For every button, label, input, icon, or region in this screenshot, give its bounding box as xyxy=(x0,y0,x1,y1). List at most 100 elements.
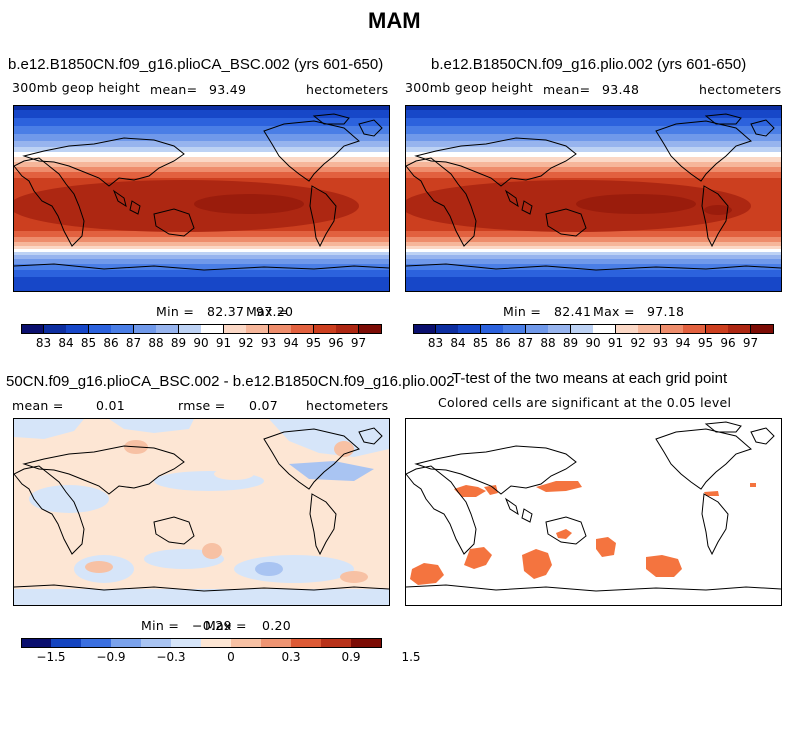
colorbar-swatch xyxy=(171,638,202,648)
panel1-field xyxy=(14,106,389,291)
sig-cell xyxy=(484,485,498,495)
panel3-min-value: −0.29 xyxy=(192,618,232,633)
colorbar-swatch xyxy=(88,324,112,334)
panel3-rmse-value: 0.07 xyxy=(249,398,279,413)
panel1-min-label: Min = xyxy=(156,304,195,319)
colorbar-swatch xyxy=(201,324,224,334)
panel3-min-label: Min = xyxy=(141,618,180,633)
panel2-mean-label: mean= xyxy=(543,82,591,97)
negative-region xyxy=(289,461,374,481)
colorbar-tick-label: 84 xyxy=(450,336,466,350)
colorbar-tick-label: 95 xyxy=(697,336,714,350)
colorbar-tick-label: 83 xyxy=(427,336,444,350)
colorbar-tick-label: 88 xyxy=(148,336,164,350)
coastlines xyxy=(406,421,781,592)
panel3-title: 50CN.f09_g16.plioCA_BSC.002 - b.e12.B185… xyxy=(6,373,455,390)
sig-cell xyxy=(750,483,756,487)
sig-cell xyxy=(596,537,616,557)
panel2-variable-label: 300mb geop height xyxy=(405,80,534,95)
panel3-units: hectometers xyxy=(306,398,389,413)
panel3-mean-label: mean = xyxy=(12,398,64,413)
colorbar-swatch xyxy=(291,324,314,334)
colorbar-swatch xyxy=(21,638,52,648)
colorbar-tick-label: 93 xyxy=(260,336,277,350)
panel3-rmse-label: rmse = xyxy=(178,398,226,413)
colorbar-tick-label: 90 xyxy=(193,336,209,350)
colorbar-swatch xyxy=(66,324,89,334)
colorbar-swatch xyxy=(615,324,639,334)
colorbar-swatch xyxy=(51,638,82,648)
panel2-field xyxy=(406,106,781,291)
colorbar-tick-label: 91 xyxy=(607,336,624,350)
colorbar-swatch xyxy=(480,324,504,334)
colorbar-tick-label: 96 xyxy=(328,336,344,350)
coastlines xyxy=(14,113,389,271)
sig-cell xyxy=(646,555,682,577)
colorbar-tick-label: 93 xyxy=(652,336,669,350)
panel4-subtitle: Colored cells are significant at the 0.0… xyxy=(438,395,732,410)
colorbar-swatch xyxy=(525,324,549,334)
colorbar-tick-label: 88 xyxy=(540,336,556,350)
colorbar-swatch xyxy=(358,324,382,334)
panel3-max-value: 0.20 xyxy=(262,618,292,633)
level-band xyxy=(14,277,389,291)
colorbar-tick-label: 96 xyxy=(720,336,736,350)
panel4-map xyxy=(405,418,782,606)
significant-cells xyxy=(410,481,756,585)
panel2-mean-value: 93.48 xyxy=(602,82,640,97)
panel3-mean-value: 0.01 xyxy=(96,398,126,413)
panel1-variable-label: 300mb geop height xyxy=(12,80,141,95)
colorbar-swatch xyxy=(261,638,292,648)
negative-region xyxy=(29,485,109,513)
colorbar-swatch xyxy=(413,324,436,334)
positive-region xyxy=(85,561,113,573)
colorbar-swatch xyxy=(313,324,337,334)
colorbar-tick-label: 86 xyxy=(103,336,119,350)
colorbar-swatch xyxy=(156,324,179,334)
colorbar-swatch xyxy=(728,324,751,334)
colorbar-swatch xyxy=(178,324,202,334)
negative-region xyxy=(269,419,389,457)
positive-region xyxy=(202,543,222,559)
background xyxy=(406,419,781,605)
colorbar-tick-label: 91 xyxy=(215,336,232,350)
panel1-colorbar: 83 84 85 86 87 88 89 90 91 92 93 94 95 96 97 xyxy=(21,324,382,350)
negative-region xyxy=(255,562,283,576)
colorbar-swatch xyxy=(268,324,292,334)
sig-cell xyxy=(410,563,444,585)
colorbar-tick-label: 92 xyxy=(630,336,646,350)
colorbar-swatch xyxy=(133,324,157,334)
panel1-title: b.e12.B1850CN.f09_g16.plioCA_BSC.002 (yr… xyxy=(8,56,384,73)
negative-region xyxy=(234,555,354,583)
max-region xyxy=(194,194,304,214)
panel2-max-value: 97.18 xyxy=(647,304,685,319)
max-region xyxy=(14,180,359,232)
colorbar-swatch xyxy=(81,638,112,648)
colorbar-swatch xyxy=(111,638,142,648)
colorbar-tick-label: 83 xyxy=(35,336,52,350)
colorbar-swatch xyxy=(458,324,481,334)
panel1-mean-label: mean= xyxy=(150,82,198,97)
colorbar-swatch xyxy=(223,324,247,334)
max-region xyxy=(704,205,732,215)
colorbar-swatch xyxy=(43,324,67,334)
colorbar-tick-label: 87 xyxy=(517,336,534,350)
panel2-max-label: Max = xyxy=(593,304,635,319)
coastlines xyxy=(14,427,389,592)
colorbar-swatch xyxy=(201,638,232,648)
negative-region xyxy=(109,419,194,433)
panel3-map xyxy=(13,418,390,606)
negative-region xyxy=(14,589,389,605)
panel3-colorbar: −1.5 −0.9 −0.3 0 0.3 0.9 1.5 xyxy=(21,638,421,664)
colorbar-swatch xyxy=(336,324,359,334)
colorbar-tick-label: 89 xyxy=(562,336,579,350)
colorbar-tick-label: 95 xyxy=(305,336,322,350)
colorbar-tick-label: 94 xyxy=(675,336,691,350)
sig-cell xyxy=(464,547,492,569)
coastlines xyxy=(406,113,781,271)
colorbar-tick-label: 86 xyxy=(495,336,511,350)
max-region xyxy=(576,194,696,214)
colorbar-tick-label: −0.3 xyxy=(156,650,186,664)
colorbar-swatch xyxy=(660,324,684,334)
colorbar-swatch xyxy=(638,324,661,334)
